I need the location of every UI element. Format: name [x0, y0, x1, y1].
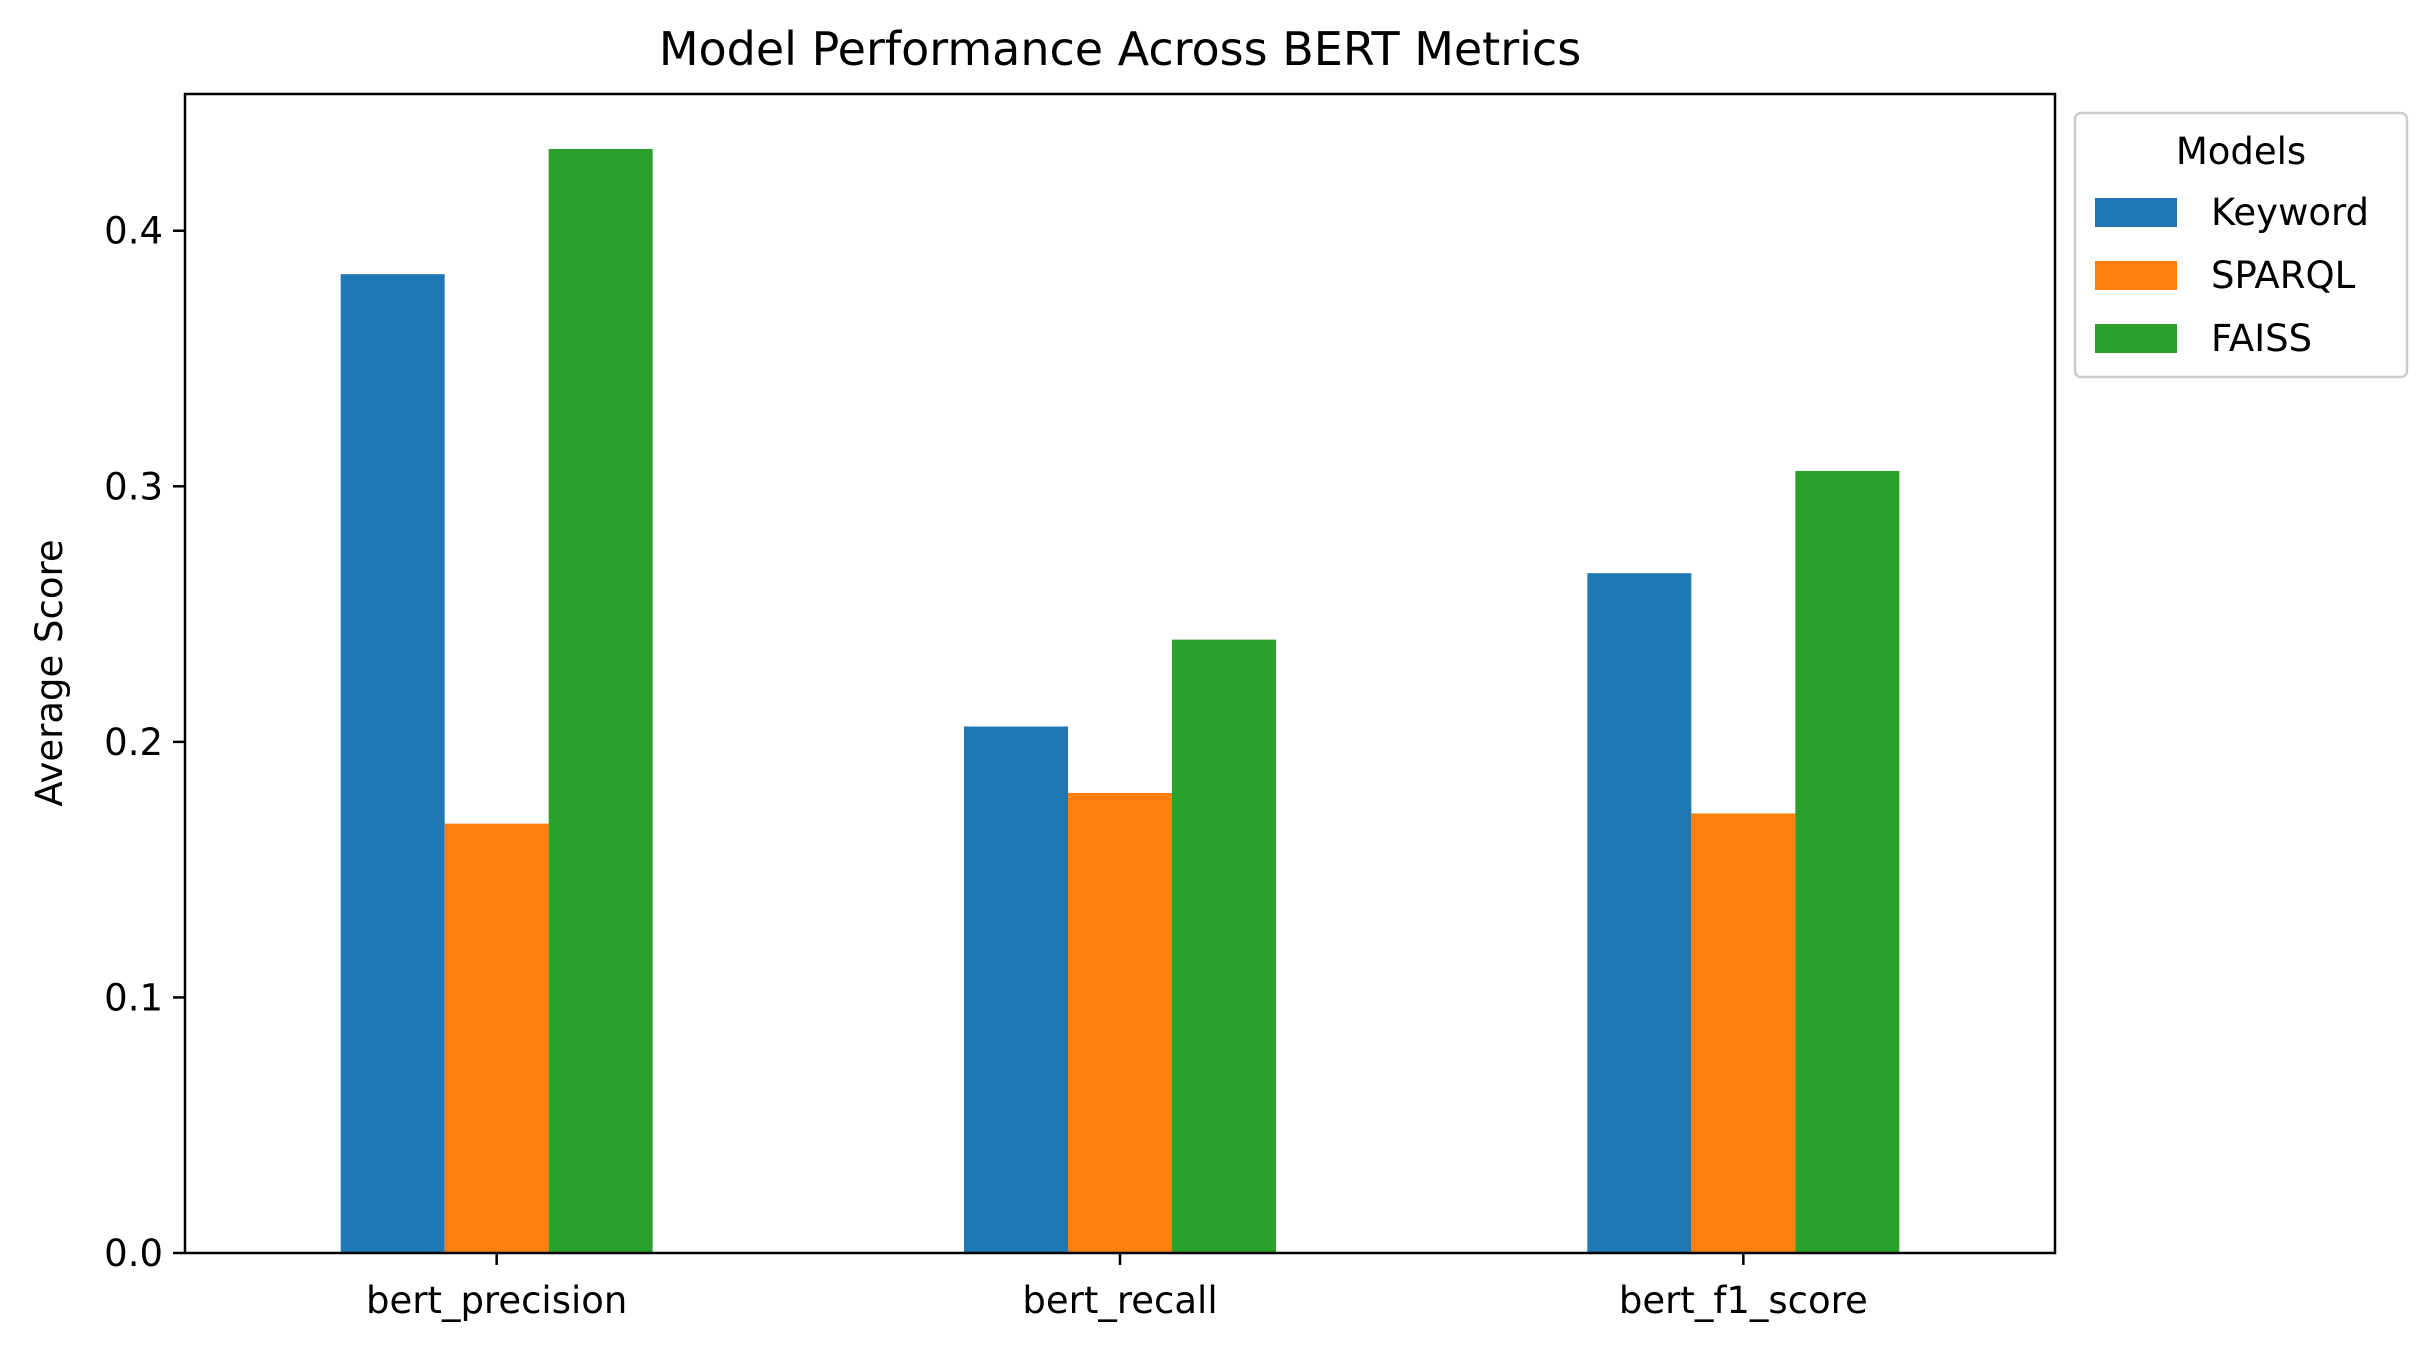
bar-faiss-bert_recall [1172, 639, 1276, 1253]
y-tick-label: 0.2 [104, 721, 163, 764]
bar-faiss-bert_precision [548, 148, 653, 1254]
plot-area: 0.0 0.1 0.2 0.3 0.4 bert_precision bert_recall… [104, 92, 2057, 1322]
bar-keyword-bert_recall [964, 726, 1068, 1253]
bar-keyword-bert_f1_score [1587, 573, 1692, 1253]
legend: Models Keyword SPARQL FAISS [2073, 111, 2409, 379]
legend-swatch-sparql [2095, 261, 2177, 290]
legend-title: Models [2176, 130, 2306, 173]
bar-sparql-bert_f1_score [1691, 813, 1796, 1253]
chart-title: Model Performance Across BERT Metrics [659, 22, 1581, 76]
x-tick-label: bert_f1_score [1619, 1279, 1868, 1322]
y-tick-label: 0.1 [104, 976, 163, 1019]
legend-frame [2073, 111, 2409, 379]
x-tick-label: bert_precision [366, 1279, 627, 1322]
legend-swatch-keyword [2095, 198, 2177, 227]
bar-faiss-bert_f1_score [1795, 470, 1900, 1254]
y-tick-label: 0.3 [104, 465, 163, 508]
y-tick-label: 0.0 [104, 1232, 163, 1275]
bar-sparql-bert_recall [1068, 792, 1172, 1253]
legend-label-keyword: Keyword [2211, 191, 2369, 234]
legend-label-faiss: FAISS [2211, 317, 2312, 360]
y-tick-label: 0.4 [104, 210, 163, 253]
y-axis-label: Average Score [28, 539, 71, 806]
bar-sparql-bert_precision [444, 823, 549, 1253]
x-tick-label: bert_recall [1022, 1279, 1217, 1322]
legend-label-sparql: SPARQL [2211, 254, 2356, 297]
bar-keyword-bert_precision [340, 274, 445, 1253]
legend-swatch-faiss [2095, 324, 2177, 353]
